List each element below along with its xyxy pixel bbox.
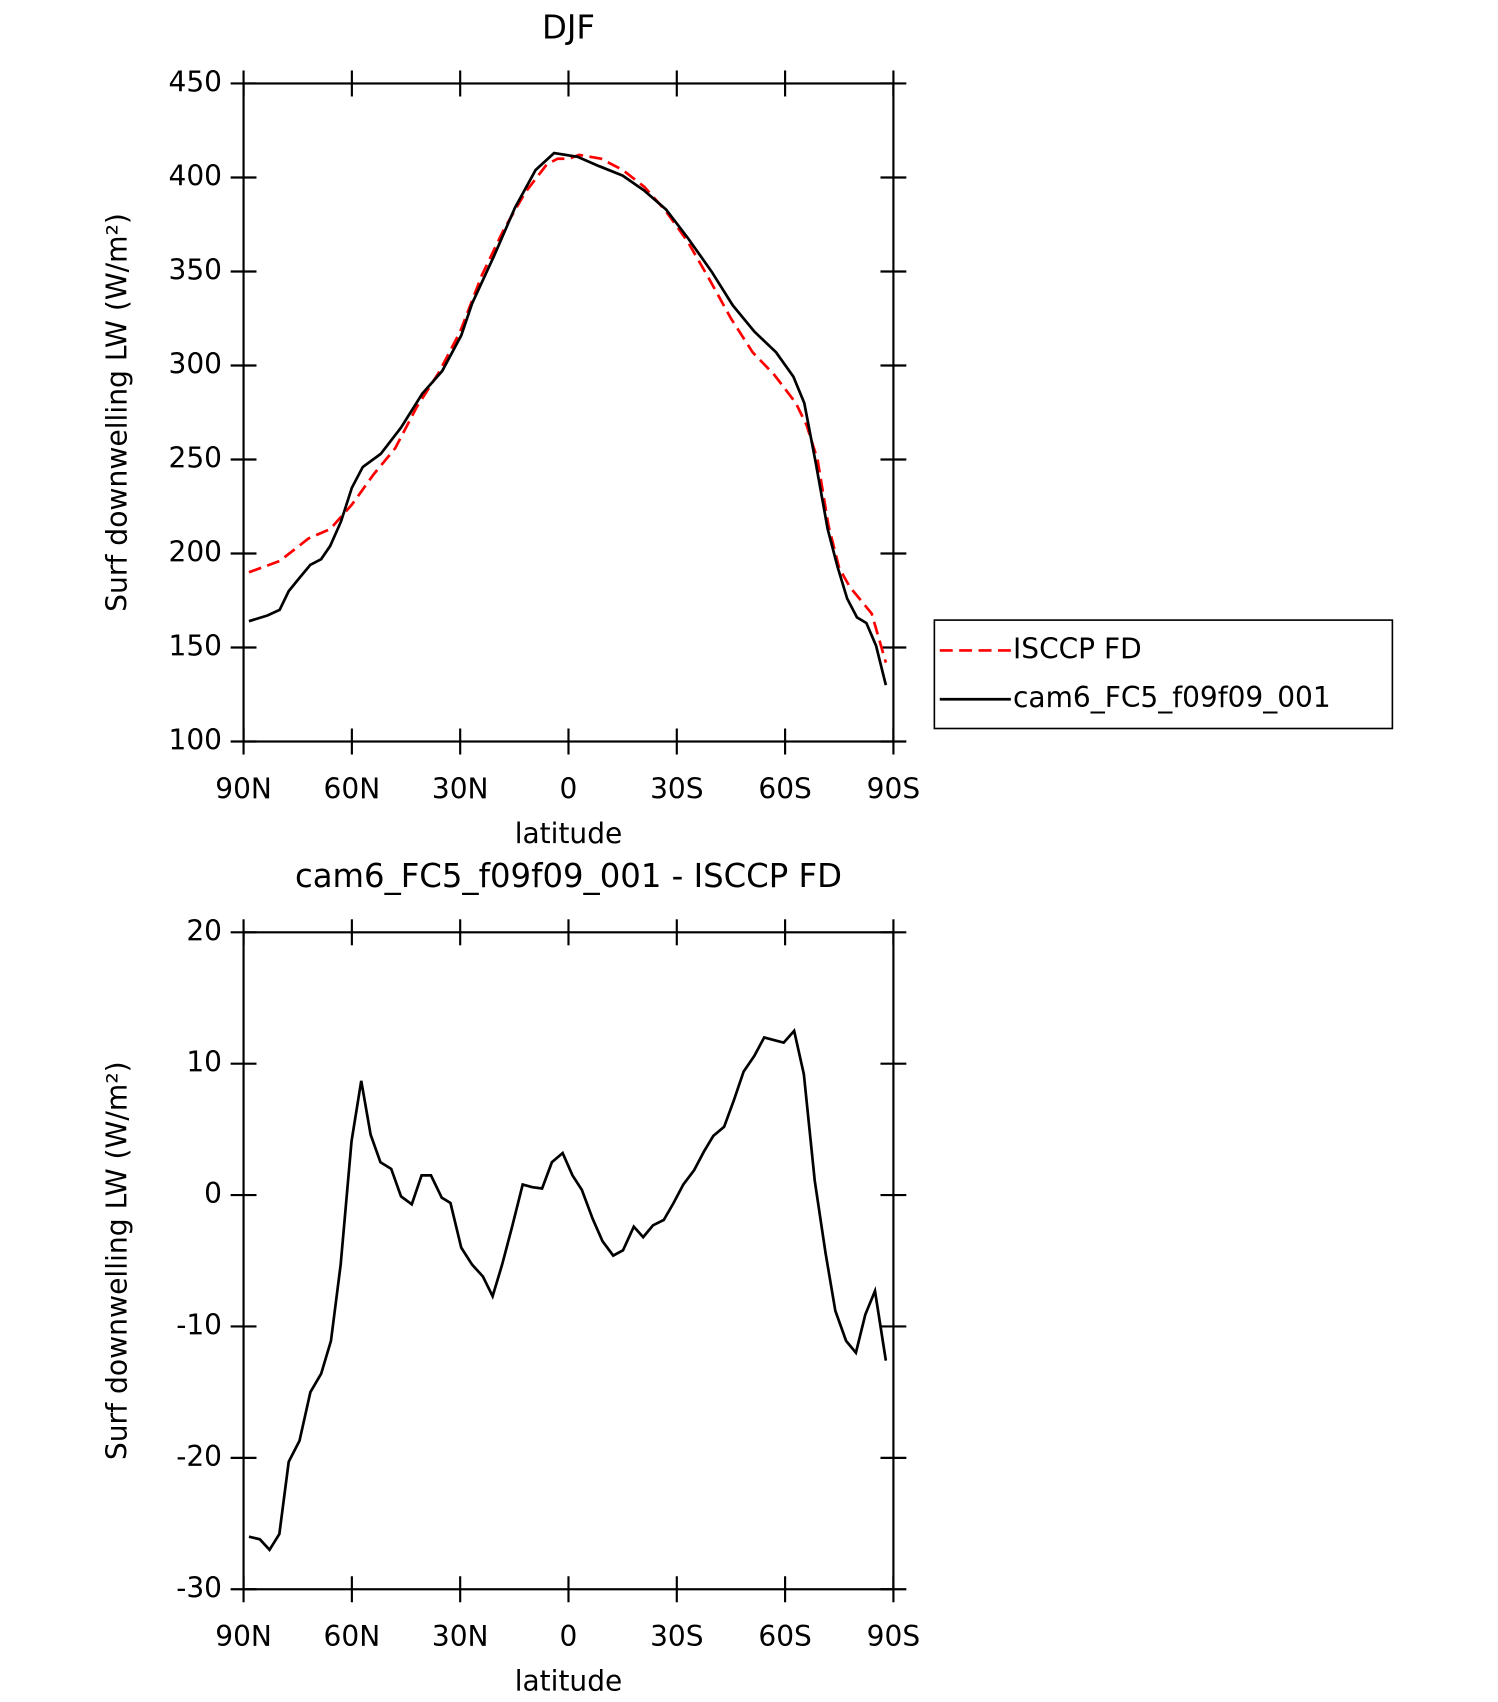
y-axis-label: Surf downwelling LW (W/m²) — [101, 213, 134, 612]
y-tick-label: 20 — [186, 914, 222, 947]
series-line — [248, 153, 888, 663]
y-tick-label: 10 — [186, 1046, 222, 1079]
y-tick-label: 150 — [169, 629, 222, 662]
x-tick-label: 30S — [650, 1620, 703, 1653]
x-axis-label: latitude — [515, 1664, 622, 1697]
y-tick-label: -30 — [176, 1571, 222, 1604]
x-tick-label: 90N — [215, 772, 272, 805]
x-tick-label: 0 — [560, 772, 578, 805]
y-tick-label: 0 — [204, 1177, 222, 1210]
y-tick-label: 450 — [169, 65, 222, 98]
y-tick-label: 200 — [169, 535, 222, 568]
x-tick-label: 30N — [432, 772, 489, 805]
x-tick-label: 60S — [758, 772, 811, 805]
x-axis-label: latitude — [515, 817, 622, 850]
chart-title: DJF — [542, 8, 595, 46]
y-tick-label: 300 — [169, 347, 222, 380]
x-tick-label: 30S — [650, 772, 703, 805]
y-tick-label: 250 — [169, 441, 222, 474]
legend-box — [933, 619, 1394, 730]
x-tick-label: 60N — [324, 1620, 381, 1653]
chart-title: cam6_FC5_f09f09_001 - ISCCP FD — [295, 857, 842, 895]
x-tick-label: 60N — [324, 772, 381, 805]
y-tick-label: 100 — [169, 723, 222, 756]
y-tick-label: 400 — [169, 159, 222, 192]
x-tick-label: 0 — [560, 1620, 578, 1653]
plot-frame — [242, 82, 895, 743]
x-tick-label: 90S — [867, 772, 920, 805]
series-line — [248, 151, 888, 686]
x-tick-label: 90N — [215, 1620, 272, 1653]
series-line — [248, 1027, 888, 1553]
y-tick-label: -10 — [176, 1308, 222, 1341]
y-tick-label: -20 — [176, 1440, 222, 1473]
legend-label: cam6_FC5_f09f09_001 — [1013, 681, 1331, 714]
x-tick-label: 90S — [867, 1620, 920, 1653]
y-axis-label: Surf downwelling LW (W/m²) — [101, 1061, 134, 1460]
y-tick-label: 350 — [169, 253, 222, 286]
legend-label: ISCCP FD — [1013, 632, 1142, 665]
x-tick-label: 60S — [758, 1620, 811, 1653]
x-tick-label: 30N — [432, 1620, 489, 1653]
